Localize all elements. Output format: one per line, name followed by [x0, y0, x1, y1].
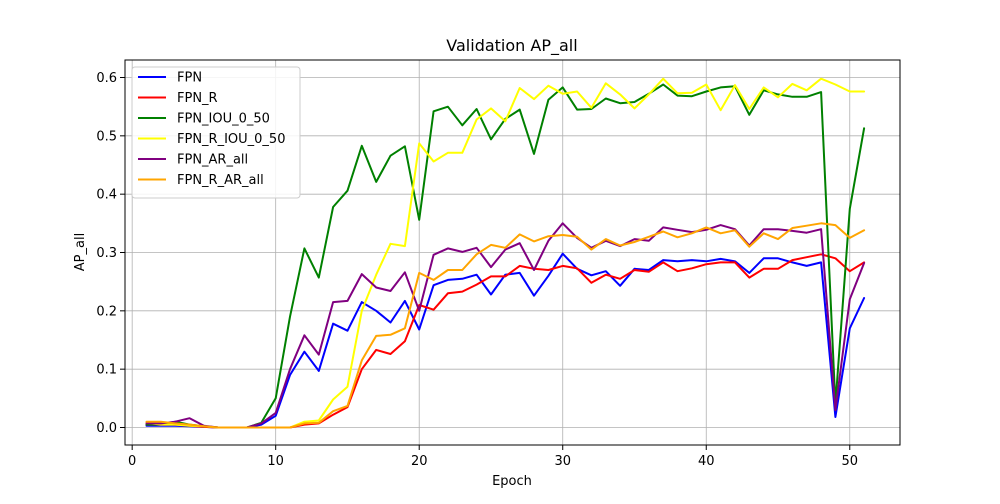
y-tick-label: 0.6 [96, 71, 117, 86]
y-tick-label: 0.3 [96, 246, 117, 261]
x-tick-label: 0 [128, 454, 136, 469]
legend: FPN FPN_R FPN_IOU_0_50 FPN_R_IOU_0_50 FPN_AR… [131, 66, 301, 199]
series-lines [145, 77, 866, 429]
grid [125, 60, 900, 445]
legend-entry: FPN [177, 71, 202, 86]
y-axis-ticks: 0.0 0.1 0.2 0.3 0.4 0.5 0.6 [96, 71, 125, 436]
x-tick-label: 30 [554, 454, 571, 469]
chart-title: Validation AP_all [446, 36, 577, 56]
x-tick-label: 40 [698, 454, 715, 469]
series-line-fpn [145, 252, 866, 429]
y-tick-label: 0.0 [96, 421, 117, 436]
x-tick-label: 50 [841, 454, 858, 469]
legend-box [131, 66, 301, 199]
legend-entry: FPN_AR_all [177, 153, 248, 168]
legend-entry: FPN_IOU_0_50 [177, 112, 270, 127]
y-tick-label: 0.1 [96, 363, 117, 378]
y-tick-label: 0.2 [96, 304, 117, 319]
y-tick-label: 0.5 [96, 129, 117, 144]
x-tick-label: 20 [411, 454, 428, 469]
x-tick-label: 10 [267, 454, 284, 469]
y-tick-label: 0.4 [96, 188, 117, 203]
series-line-fpn-r-ar-all [145, 222, 866, 429]
legend-entry: FPN_R_IOU_0_50 [177, 132, 285, 147]
x-axis-label: Epoch [492, 474, 532, 489]
legend-entry: FPN_R_AR_all [177, 173, 264, 188]
y-axis-label: AP_all [73, 233, 88, 271]
x-axis-ticks: 0 10 20 30 40 50 [128, 445, 858, 469]
legend-entry: FPN_R [177, 91, 218, 106]
